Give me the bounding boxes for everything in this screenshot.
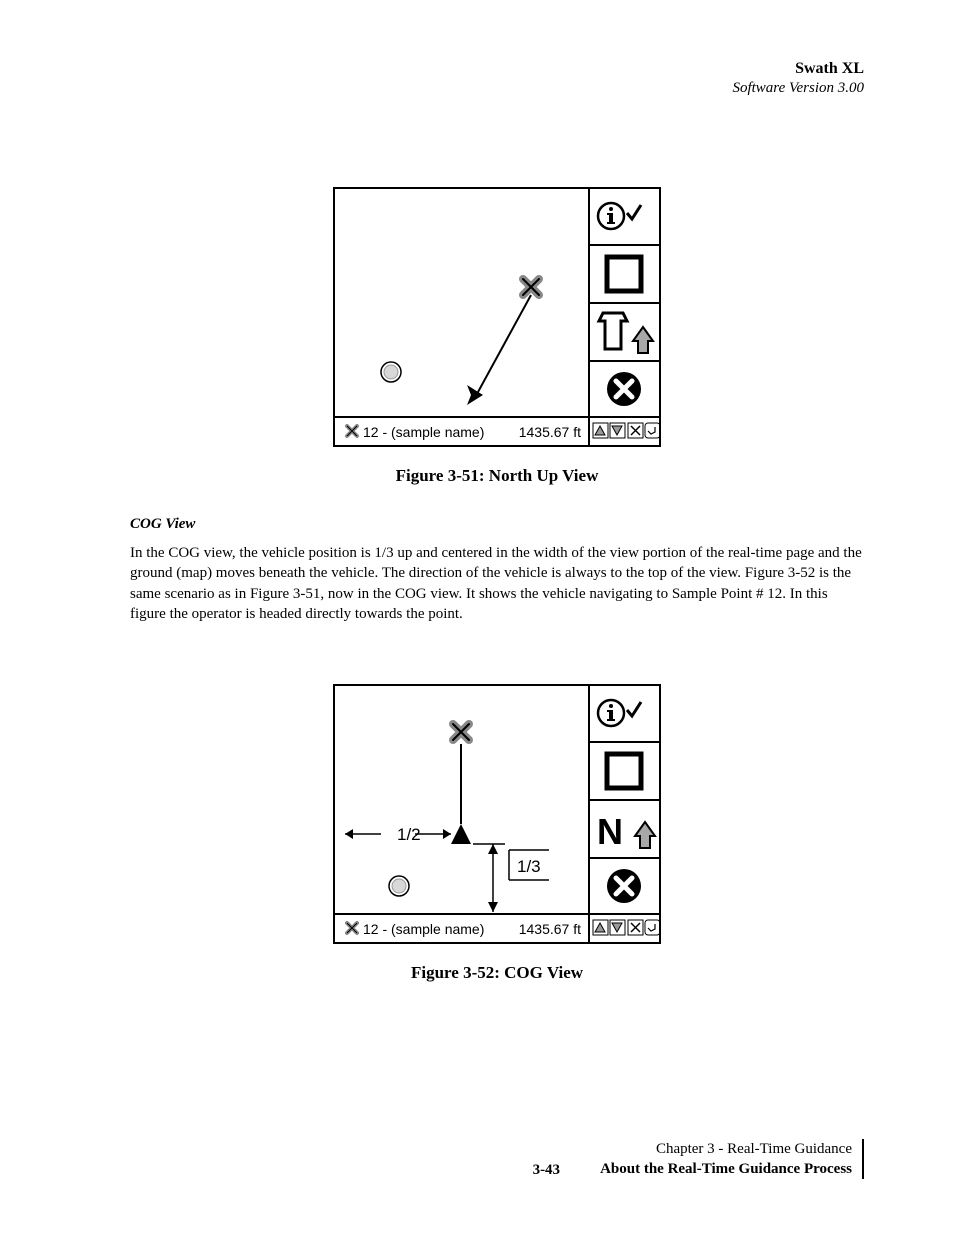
figure-cog: 1/2 1/3: [130, 684, 864, 949]
figure-north-up: 12 - (sample name) 1435.67 ft: [130, 187, 864, 452]
page-number: 3-43: [130, 1162, 600, 1179]
cog-heading: COG View: [130, 516, 864, 533]
cancel-icon: [607, 869, 641, 903]
figure-1-caption: Figure 3-51: North Up View: [130, 466, 864, 486]
footer-chapter: Chapter 3 - Real-Time Guidance: [600, 1139, 852, 1159]
figure-2-caption: Figure 3-52: COG View: [130, 963, 864, 983]
page-header: Swath XL Software Version 3.00: [130, 60, 864, 97]
page-footer: 3-43 Chapter 3 - Real-Time Guidance Abou…: [130, 1139, 864, 1180]
svg-text:1/3: 1/3: [517, 857, 541, 876]
status-value: 1435.67 ft: [519, 424, 581, 440]
svg-text:1435.67 ft: 1435.67 ft: [519, 921, 581, 937]
footer-section: About the Real-Time Guidance Process: [600, 1159, 852, 1179]
cog-body: In the COG view, the vehicle position is…: [130, 543, 864, 624]
svg-text:12 - (sample name): 12 - (sample name): [363, 921, 484, 937]
product-version: Software Version 3.00: [130, 80, 864, 97]
product-title: Swath XL: [130, 60, 864, 78]
cancel-icon: [607, 372, 641, 406]
svg-text:N: N: [597, 811, 623, 852]
status-label: 12 - (sample name): [363, 424, 484, 440]
